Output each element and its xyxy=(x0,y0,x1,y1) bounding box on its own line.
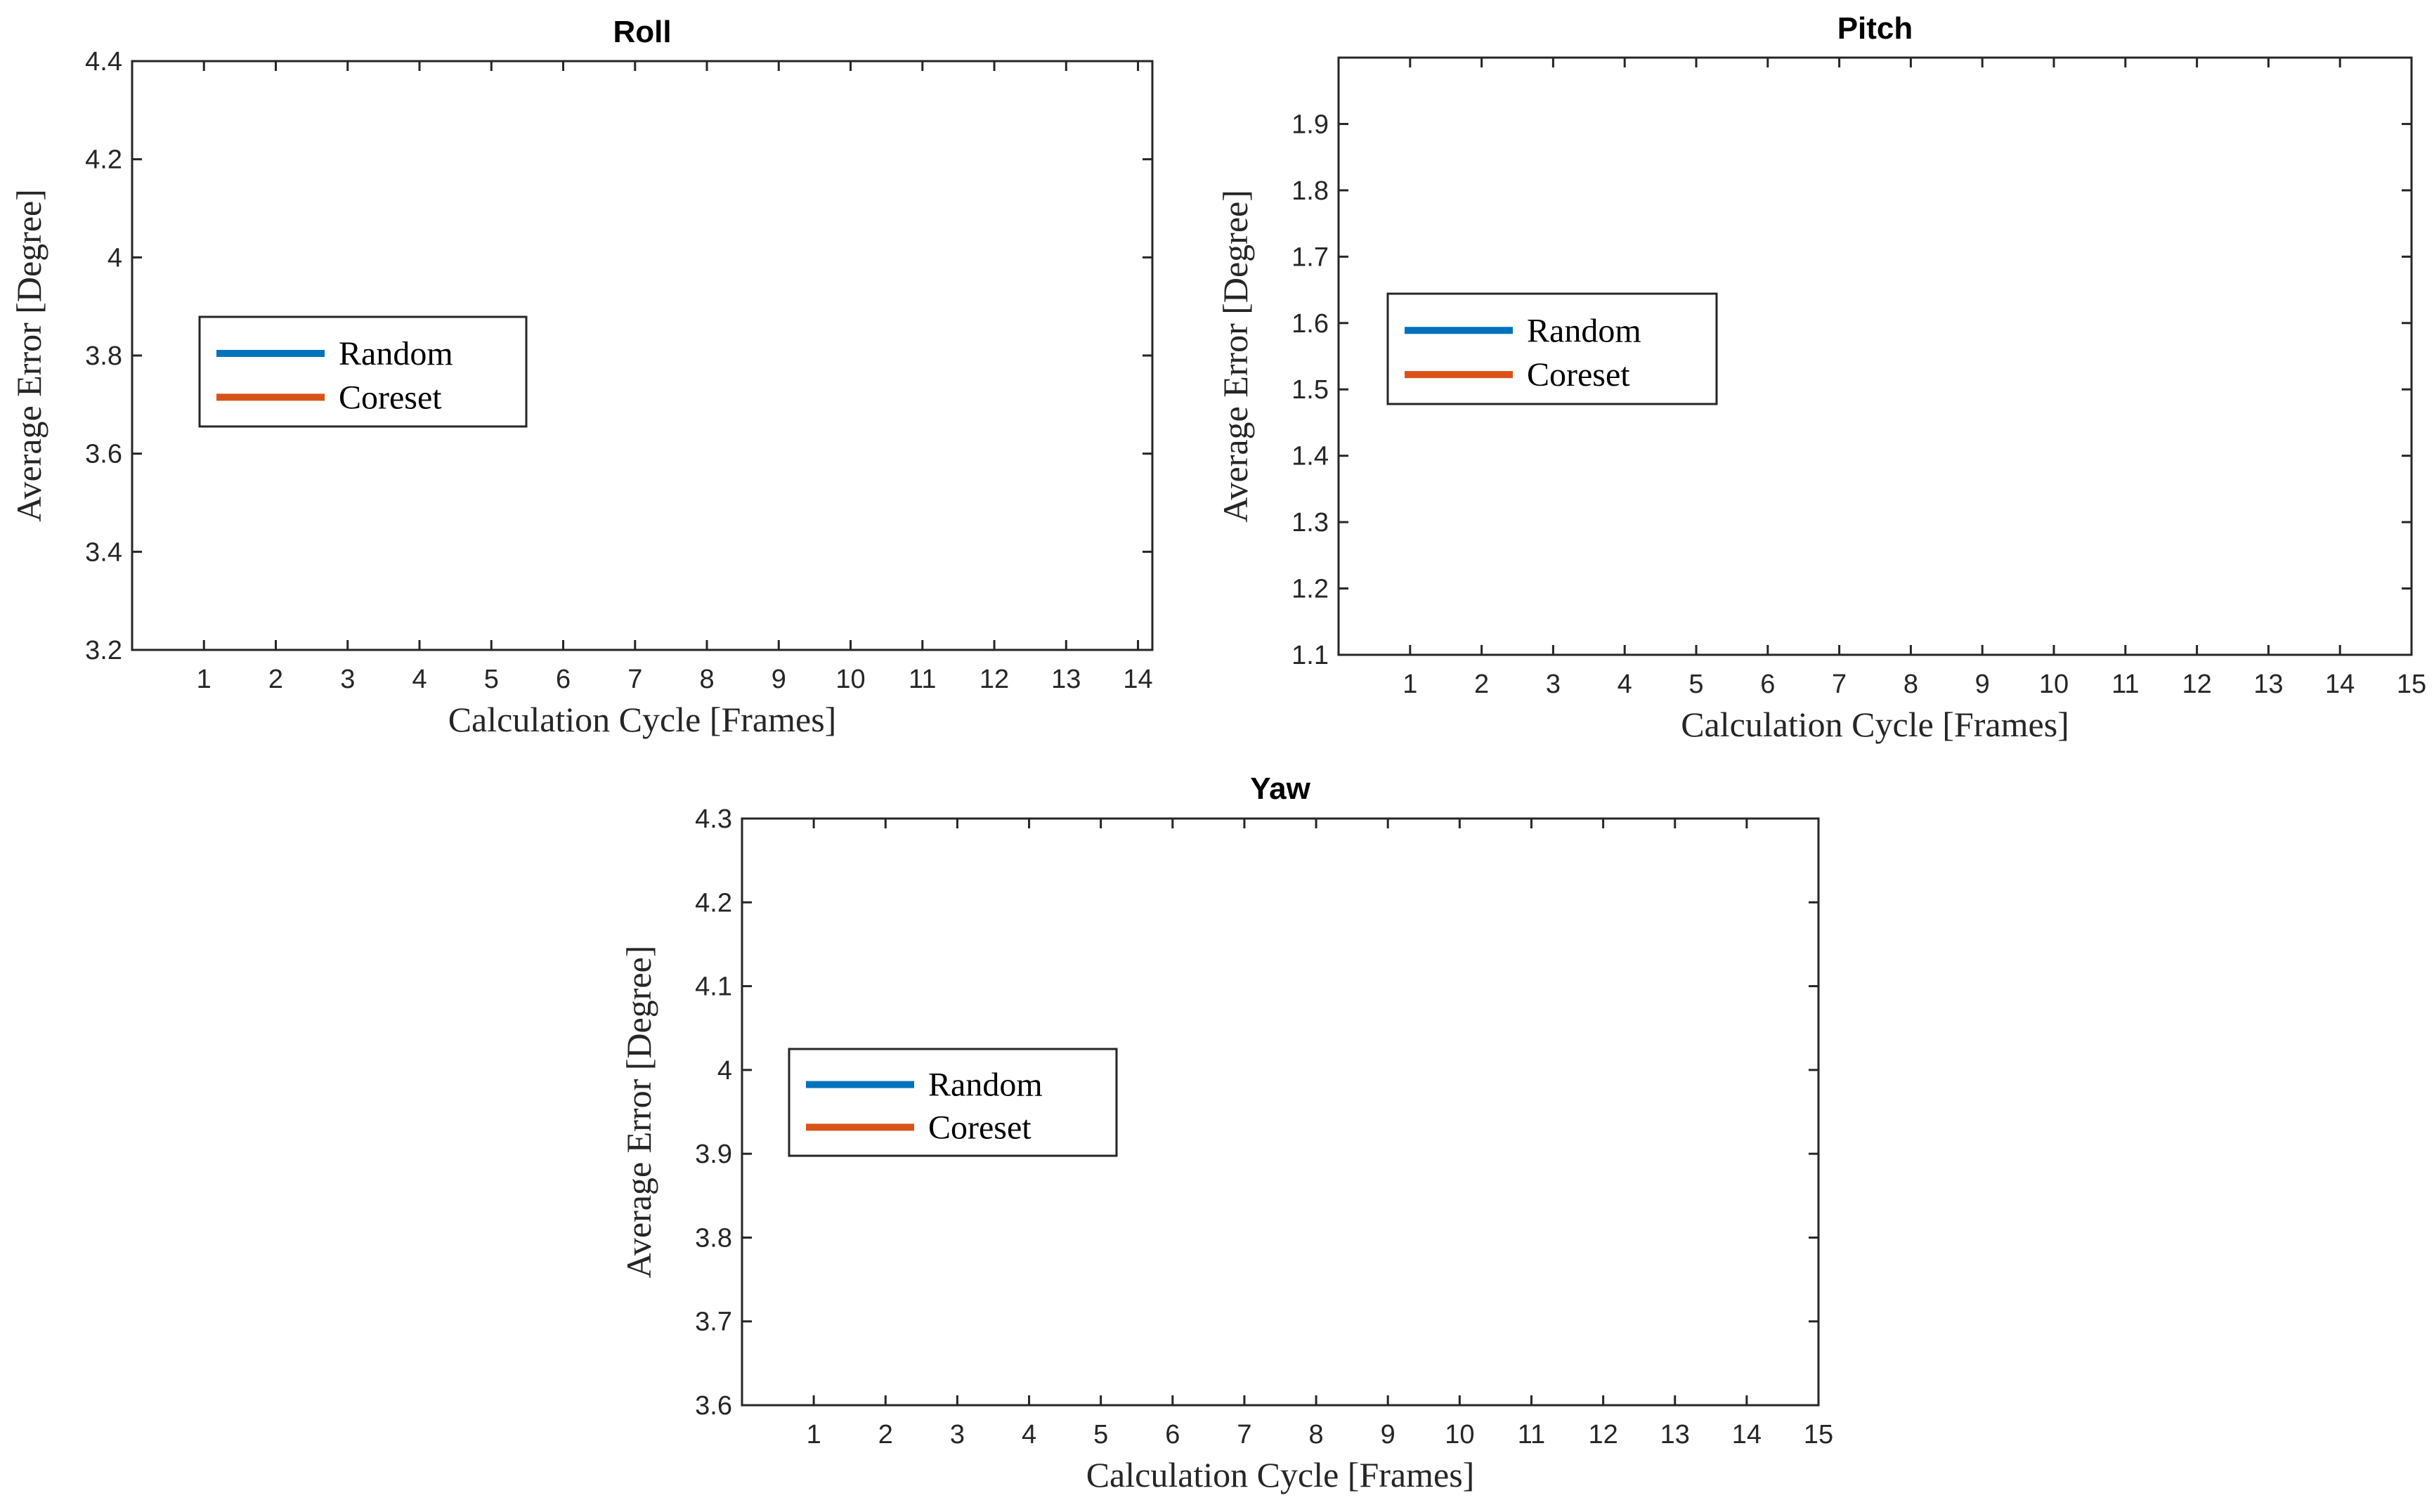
roll-ytick-label: 3.6 xyxy=(85,440,122,469)
pitch-ytick-label: 1.1 xyxy=(1291,641,1329,670)
yaw-y-axis-label: Average Error [Degree] xyxy=(619,946,658,1279)
pitch-chart: 1.11.21.31.41.51.61.71.81.91 2 3 4 5 6 7 8 9 10 11… xyxy=(1216,11,2426,744)
roll-xtick-label: 7 xyxy=(627,665,642,694)
pitch-xtick-label: 2 xyxy=(1474,670,1489,699)
yaw-xtick-label: 15 xyxy=(1804,1420,1833,1449)
yaw-ytick-label: 3.7 xyxy=(695,1308,732,1337)
yaw-xtick-label: 13 xyxy=(1660,1420,1690,1449)
yaw-title: Yaw xyxy=(1250,771,1310,806)
roll-legend-label-coreset: Coreset xyxy=(339,379,442,416)
yaw-ytick-label: 3.6 xyxy=(695,1391,732,1421)
yaw-xtick-label: 6 xyxy=(1165,1420,1180,1449)
yaw-ytick-label: 4.3 xyxy=(695,804,732,834)
roll-xtick-label: 14 xyxy=(1123,665,1152,694)
pitch-ytick-label: 1.8 xyxy=(1291,176,1329,206)
yaw-ytick-label: 3.9 xyxy=(695,1140,732,1169)
roll-xtick-label: 6 xyxy=(556,665,571,694)
pitch-xtick-label: 4 xyxy=(1618,670,1632,699)
pitch-ytick-label: 1.5 xyxy=(1291,375,1329,405)
yaw-xtick-label: 11 xyxy=(1518,1420,1545,1449)
roll-y-axis-label: Average Error [Degree] xyxy=(9,189,48,522)
roll-ytick-label: 3.4 xyxy=(85,537,122,567)
roll-xtick-label: 9 xyxy=(772,665,786,694)
roll-ytick-label: 4 xyxy=(108,243,122,273)
yaw-legend-label-coreset: Coreset xyxy=(928,1109,1031,1146)
pitch-xtick-label: 13 xyxy=(2253,670,2283,699)
roll-xtick-label: 8 xyxy=(699,665,714,694)
roll-legend: Random Coreset xyxy=(198,315,528,428)
yaw-ytick-label: 4 xyxy=(717,1056,732,1086)
yaw-xtick-label: 7 xyxy=(1237,1420,1251,1449)
yaw-xtick-label: 8 xyxy=(1308,1420,1323,1449)
roll-xtick-label: 10 xyxy=(835,665,865,694)
pitch-ytick-label: 1.3 xyxy=(1291,508,1329,537)
roll-ytick-label: 4.4 xyxy=(85,47,122,77)
pitch-ytick-label: 1.4 xyxy=(1291,442,1329,471)
roll-xtick-label: 3 xyxy=(340,665,355,694)
roll-legend-box xyxy=(198,315,528,428)
yaw-ytick-label: 4.1 xyxy=(695,972,732,1002)
roll-x-axis-label: Calculation Cycle [Frames] xyxy=(448,700,837,739)
pitch-ytick-label: 1.2 xyxy=(1291,575,1329,604)
roll-xtick-label: 11 xyxy=(909,665,936,694)
yaw-xtick-label: 9 xyxy=(1381,1420,1395,1449)
roll-xtick-label: 5 xyxy=(484,665,499,694)
yaw-legend-label-random: Random xyxy=(928,1067,1043,1104)
pitch-ytick-label: 1.9 xyxy=(1291,110,1329,139)
pitch-xtick-label: 7 xyxy=(1832,670,1847,699)
yaw-xtick-label: 14 xyxy=(1732,1420,1762,1449)
pitch-xtick-label: 1 xyxy=(1403,670,1417,699)
pitch-xtick-label: 3 xyxy=(1546,670,1561,699)
pitch-y-axis-label: Average Error [Degree] xyxy=(1216,190,1255,523)
pitch-legend-box xyxy=(1386,292,1718,405)
pitch-legend-label-random: Random xyxy=(1527,312,1641,349)
yaw-ytick-label: 3.8 xyxy=(695,1223,732,1253)
roll-xtick-label: 13 xyxy=(1051,665,1081,694)
pitch-xtick-label: 11 xyxy=(2111,670,2139,699)
pitch-xtick-label: 8 xyxy=(1903,670,1918,699)
yaw-ytick-label: 4.2 xyxy=(695,888,732,918)
yaw-xtick-label: 5 xyxy=(1093,1420,1108,1449)
pitch-xtick-label: 9 xyxy=(1975,670,1990,699)
yaw-xtick-label: 1 xyxy=(807,1420,821,1449)
pitch-title: Pitch xyxy=(1837,11,1913,46)
pitch-xtick-label: 14 xyxy=(2325,670,2355,699)
roll-xtick-label: 2 xyxy=(268,665,283,694)
yaw-legend: Random Coreset xyxy=(788,1048,1118,1157)
yaw-xtick-label: 10 xyxy=(1445,1420,1474,1449)
yaw-chart: 3.63.73.83.944.14.24.31 2 3 4 5 6 7 8 9 10 11 12 13 1… xyxy=(619,771,1833,1494)
yaw-xtick-label: 4 xyxy=(1022,1420,1036,1449)
pitch-xtick-label: 6 xyxy=(1760,670,1775,699)
pitch-ytick-label: 1.7 xyxy=(1291,242,1329,272)
yaw-xtick-label: 12 xyxy=(1588,1420,1618,1449)
roll-xtick-label: 12 xyxy=(980,665,1009,694)
roll-ytick-label: 3.8 xyxy=(85,341,122,371)
pitch-ytick-label: 1.6 xyxy=(1291,309,1329,339)
roll-ytick-label: 4.2 xyxy=(85,145,122,175)
roll-chart: 3.23.43.63.844.24.41 2 3 4 5 6 7 8 9 10 11 12 13 14Ro… xyxy=(9,15,1154,739)
pitch-xtick-label: 15 xyxy=(2397,670,2426,699)
pitch-xtick-label: 5 xyxy=(1688,670,1703,699)
yaw-xtick-label: 2 xyxy=(878,1420,893,1449)
roll-ytick-label: 3.2 xyxy=(85,636,122,665)
yaw-legend-box xyxy=(788,1048,1118,1157)
roll-legend-label-random: Random xyxy=(339,335,453,372)
pitch-xtick-label: 10 xyxy=(2039,670,2069,699)
roll-xtick-label: 1 xyxy=(197,665,211,694)
pitch-legend-label-coreset: Coreset xyxy=(1527,356,1630,393)
pitch-legend: Random Coreset xyxy=(1386,292,1718,405)
pitch-xtick-label: 12 xyxy=(2182,670,2211,699)
yaw-x-axis-label: Calculation Cycle [Frames] xyxy=(1086,1455,1475,1494)
roll-xtick-label: 4 xyxy=(412,665,427,694)
roll-title: Roll xyxy=(613,15,671,49)
pitch-x-axis-label: Calculation Cycle [Frames] xyxy=(1681,705,2069,744)
yaw-xtick-label: 3 xyxy=(950,1420,965,1449)
